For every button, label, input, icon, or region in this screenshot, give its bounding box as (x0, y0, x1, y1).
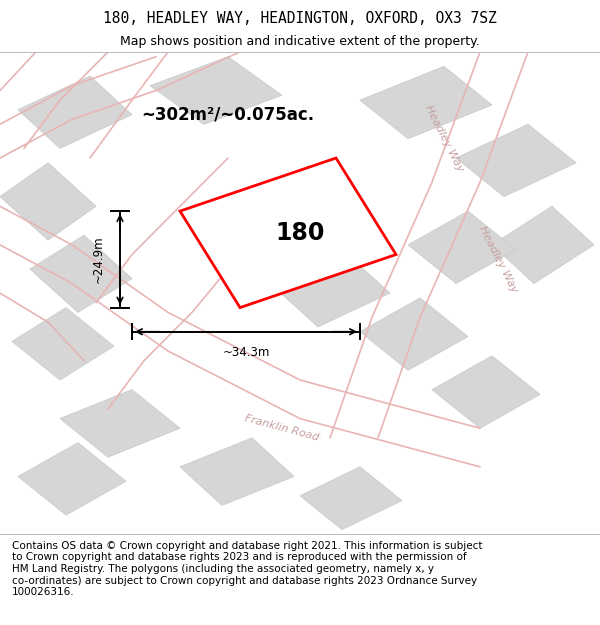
Polygon shape (18, 76, 132, 148)
Text: Franklin Road: Franklin Road (244, 414, 320, 443)
Polygon shape (222, 177, 348, 254)
Polygon shape (360, 298, 468, 371)
Polygon shape (432, 356, 540, 428)
Text: 180: 180 (275, 221, 325, 245)
Polygon shape (150, 57, 282, 124)
Polygon shape (18, 442, 126, 515)
Polygon shape (456, 124, 576, 197)
Text: Contains OS data © Crown copyright and database right 2021. This information is : Contains OS data © Crown copyright and d… (12, 541, 482, 597)
Text: 180, HEADLEY WAY, HEADINGTON, OXFORD, OX3 7SZ: 180, HEADLEY WAY, HEADINGTON, OXFORD, OX… (103, 11, 497, 26)
Polygon shape (0, 163, 96, 240)
Text: ~24.9m: ~24.9m (92, 236, 105, 283)
Polygon shape (180, 438, 294, 506)
Text: Headley Way: Headley Way (477, 224, 519, 294)
Polygon shape (30, 235, 132, 312)
Polygon shape (492, 206, 594, 284)
Polygon shape (270, 250, 390, 327)
Polygon shape (60, 389, 180, 457)
Polygon shape (12, 308, 114, 380)
Text: Map shows position and indicative extent of the property.: Map shows position and indicative extent… (120, 35, 480, 48)
Text: ~34.3m: ~34.3m (223, 346, 269, 359)
Polygon shape (360, 66, 492, 139)
Text: Headley Way: Headley Way (423, 104, 465, 174)
Polygon shape (300, 467, 402, 529)
Polygon shape (180, 158, 396, 308)
Polygon shape (408, 211, 516, 284)
Text: ~302m²/~0.075ac.: ~302m²/~0.075ac. (142, 106, 314, 124)
